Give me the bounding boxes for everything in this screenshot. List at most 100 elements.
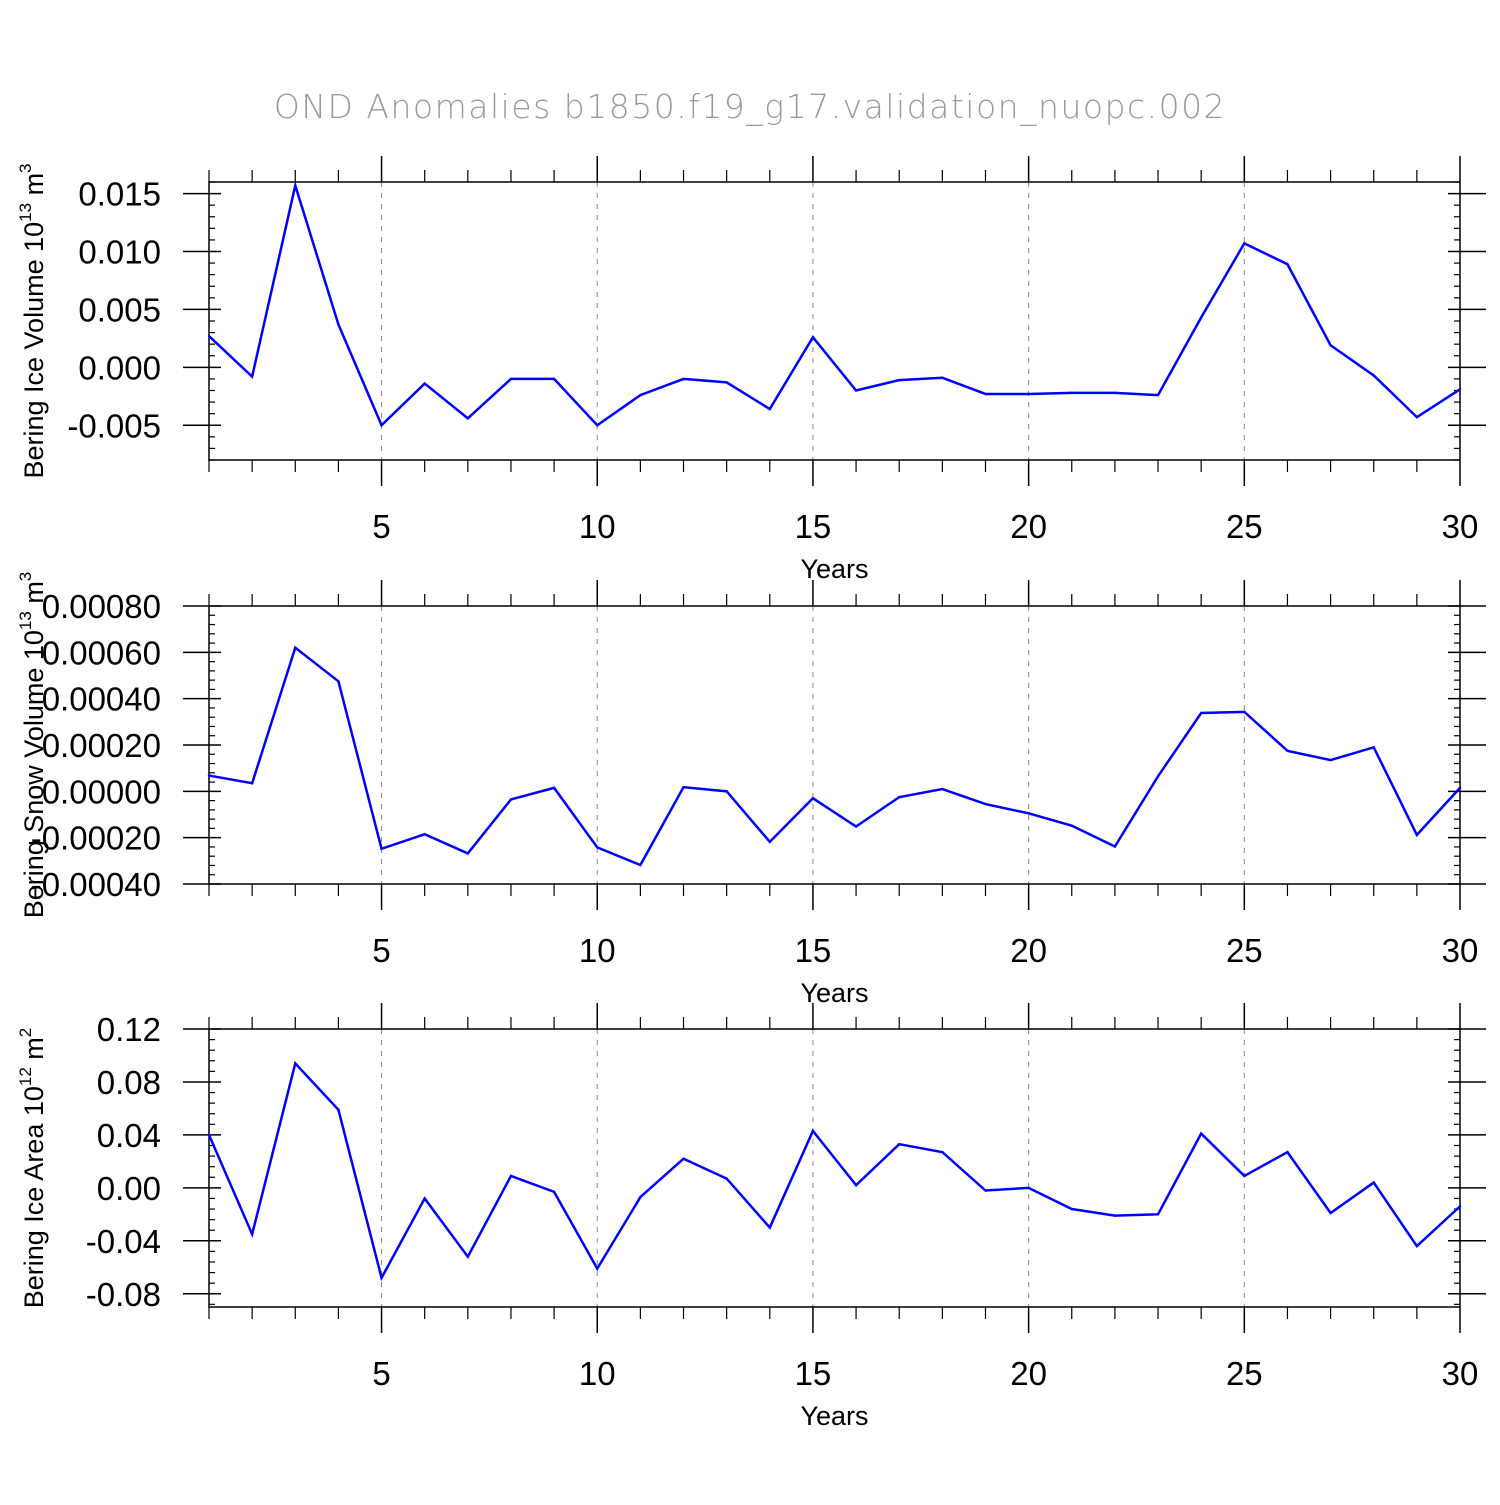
data-point: [1286, 1150, 1289, 1154]
y-axis-label-text: Bering Snow Volume 10: [19, 630, 49, 918]
data-point: [509, 1174, 513, 1178]
y-axis-label: Bering Ice Area 1012 m2: [16, 1028, 49, 1309]
x-tick-label: 30: [1442, 1355, 1479, 1392]
y-tick-label: 0.00: [97, 1170, 161, 1207]
data-point: [1243, 710, 1246, 714]
data-point: [1286, 263, 1289, 266]
x-tick-label: 10: [579, 1355, 616, 1392]
y-tick-label: 0.00020: [42, 727, 161, 764]
data-point: [984, 802, 987, 806]
y-axis-label-superscript: 3: [16, 572, 35, 581]
y-axis-label: Bering Snow Volume 1013 m3: [16, 572, 49, 919]
x-tick-label: 30: [1442, 932, 1479, 969]
data-point: [1070, 824, 1073, 827]
y-tick-label: 0.010: [78, 234, 161, 271]
y-tick-label: -0.00040: [31, 866, 161, 903]
x-tick-label: 15: [795, 508, 832, 545]
data-point: [941, 376, 944, 379]
data-point: [1458, 1205, 1462, 1208]
x-axis-label: Years: [800, 554, 868, 584]
data-point: [1329, 758, 1332, 762]
y-tick-label: 0.04: [97, 1117, 161, 1154]
x-axis-label: Years: [800, 978, 868, 1008]
x-axis-label: Years: [800, 1401, 868, 1431]
panel-2: -0.00040 -0.00020 0.00000 0.00020 0.00040 0.0…: [16, 572, 1486, 1008]
data-point: [811, 1129, 815, 1133]
data-point: [207, 1133, 211, 1137]
data-point: [1027, 1186, 1030, 1190]
data-point: [725, 381, 728, 384]
y-axis-label-text: Bering Ice Area 10: [19, 1086, 49, 1308]
data-point: [768, 407, 771, 411]
data-point: [1286, 749, 1289, 752]
data-point: [466, 1255, 470, 1258]
data-point: [1372, 746, 1375, 749]
x-tick-label: 5: [372, 508, 390, 545]
y-axis-label-superscript: 3: [16, 163, 35, 172]
y-axis-label-text: Bering Ice Volume 10: [19, 222, 49, 479]
x-tick-label: 5: [372, 932, 390, 969]
data-point: [380, 424, 383, 427]
plot-frame: [208, 1028, 1461, 1308]
data-point: [1458, 786, 1462, 790]
data-point: [509, 798, 513, 801]
data-point: [596, 846, 599, 849]
data-point: [854, 825, 858, 828]
y-tick-label: 0.08: [97, 1064, 161, 1101]
data-point: [294, 646, 297, 649]
data-point: [423, 1197, 426, 1200]
series-line-1: [207, 1060, 1461, 1282]
data-point: [1415, 833, 1419, 837]
data-point: [639, 393, 642, 397]
data-point: [596, 424, 599, 427]
series-line-1: [208, 180, 1461, 428]
data-point: [466, 852, 470, 855]
data-point: [596, 1267, 599, 1270]
data-point: [1372, 374, 1375, 377]
x-tick-label: 20: [1010, 932, 1047, 969]
data-point: [509, 377, 513, 381]
data-point: [898, 1142, 901, 1146]
y-tick-label: -0.04: [86, 1223, 161, 1260]
y-tick-label: 0.00000: [42, 773, 161, 810]
data-point: [725, 1177, 728, 1180]
data-point: [1070, 1207, 1073, 1211]
data-point: [1070, 391, 1073, 395]
data-point: [1199, 711, 1203, 715]
y-tick-label: -0.005: [67, 407, 161, 444]
data-point: [682, 1157, 685, 1160]
x-tick-label: 25: [1226, 508, 1263, 545]
data-point: [768, 1226, 771, 1229]
y-tick-label: 0.00060: [42, 634, 161, 671]
x-tick-label: 10: [579, 508, 616, 545]
data-point: [768, 840, 771, 844]
data-point: [1199, 316, 1203, 319]
data-point: [380, 847, 383, 850]
data-point: [207, 774, 211, 777]
data-point: [682, 785, 685, 789]
y-tick-label: 0.000: [78, 349, 161, 386]
data-point: [1329, 344, 1332, 347]
data-point: [1243, 242, 1246, 245]
y-axis-label-superscript: 13: [16, 203, 35, 222]
y-axis-label-text: m: [19, 581, 49, 611]
y-axis-label-superscript: 13: [16, 611, 35, 630]
x-tick-label: 30: [1442, 508, 1479, 545]
x-tick-label: 25: [1226, 1355, 1263, 1392]
data-point: [1415, 415, 1419, 419]
data-point: [552, 786, 556, 790]
data-point: [941, 787, 944, 791]
x-tick-label: 25: [1226, 932, 1263, 969]
x-tick-label: 15: [795, 932, 832, 969]
data-point: [811, 797, 815, 800]
data-point: [1199, 1132, 1203, 1135]
data-point: [423, 832, 426, 836]
y-axis-label-superscript: 2: [16, 1028, 35, 1037]
data-point: [1156, 1213, 1160, 1216]
data-point: [250, 375, 254, 378]
data-point: [294, 1062, 297, 1065]
panel-3: -0.08 -0.04 0.00 0.04 0.08 0.12 5 10 15 20 25 30 Yea…: [16, 1003, 1486, 1431]
